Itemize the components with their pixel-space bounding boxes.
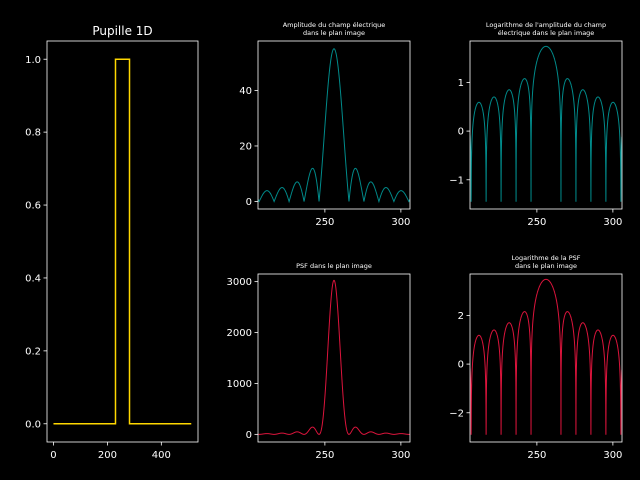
x-tick-label: 250 (527, 217, 546, 228)
axes-frame (469, 40, 623, 210)
y-tick-label: 0 (458, 360, 464, 371)
y-tick-label: 20 (239, 142, 252, 153)
series-line (53, 58, 192, 425)
y-tick-label: 0.2 (25, 346, 41, 357)
y-tick-label: 2 (458, 311, 464, 322)
subplot-2: 250 300 0 20 40 Amplitude du champ électrique… (239, 21, 410, 228)
y-tick-label: 0.0 (25, 419, 41, 430)
series-line (470, 45, 622, 202)
axes-frame (257, 40, 411, 210)
subplot-3: 250 300 −1 0 1 Logarithme de l'amplitude du c… (449, 21, 622, 228)
x-tick-label: 400 (152, 450, 171, 461)
y-tick-label: 0 (246, 197, 252, 208)
x-tick-label: 250 (315, 450, 334, 461)
y-tick-label: −2 (449, 408, 464, 419)
series-line (470, 278, 622, 435)
series-line (258, 279, 410, 435)
y-tick-label: 0.6 (25, 201, 41, 212)
y-tick-label: 1.0 (25, 55, 41, 66)
subplot-5: 250 300 −2 0 2 Logarithme de la PSF dans le pl… (449, 254, 622, 461)
x-tick-label: 300 (391, 450, 410, 461)
axes-frame (46, 40, 199, 443)
subplot-title: Amplitude du champ électrique dans le pla… (283, 21, 386, 37)
series-line (258, 48, 410, 204)
axes-frame (469, 273, 623, 443)
subplot-title: Logarithme de la PSF dans le plan image (512, 254, 581, 270)
y-tick-label: 1 (458, 78, 464, 89)
y-tick-label: 1000 (227, 379, 252, 390)
y-tick-label: 0 (458, 127, 464, 138)
x-tick-label: 0 (50, 450, 56, 461)
y-tick-label: 3000 (227, 277, 252, 288)
y-tick-label: 0.4 (25, 274, 41, 285)
y-tick-label: 0 (246, 430, 252, 441)
x-tick-label: 250 (315, 217, 334, 228)
y-tick-label: 0.8 (25, 128, 41, 139)
x-tick-label: 300 (603, 217, 622, 228)
subplot-1: 0 200 400 0.0 0.2 0.4 0.6 0.8 1.0 Pupille 1D (25, 24, 199, 461)
subplot-title: PSF dans le plan image (296, 262, 372, 270)
y-tick-label: −1 (449, 175, 464, 186)
subplot-title: Pupille 1D (92, 24, 152, 38)
x-tick-label: 300 (391, 217, 410, 228)
y-tick-label: 2000 (227, 328, 252, 339)
x-tick-label: 200 (98, 450, 117, 461)
x-tick-label: 250 (527, 450, 546, 461)
axes-frame (257, 273, 411, 443)
subplot-title: Logarithme de l'amplitude du champ électr… (486, 21, 606, 37)
x-tick-label: 300 (603, 450, 622, 461)
y-tick-label: 40 (239, 86, 252, 97)
